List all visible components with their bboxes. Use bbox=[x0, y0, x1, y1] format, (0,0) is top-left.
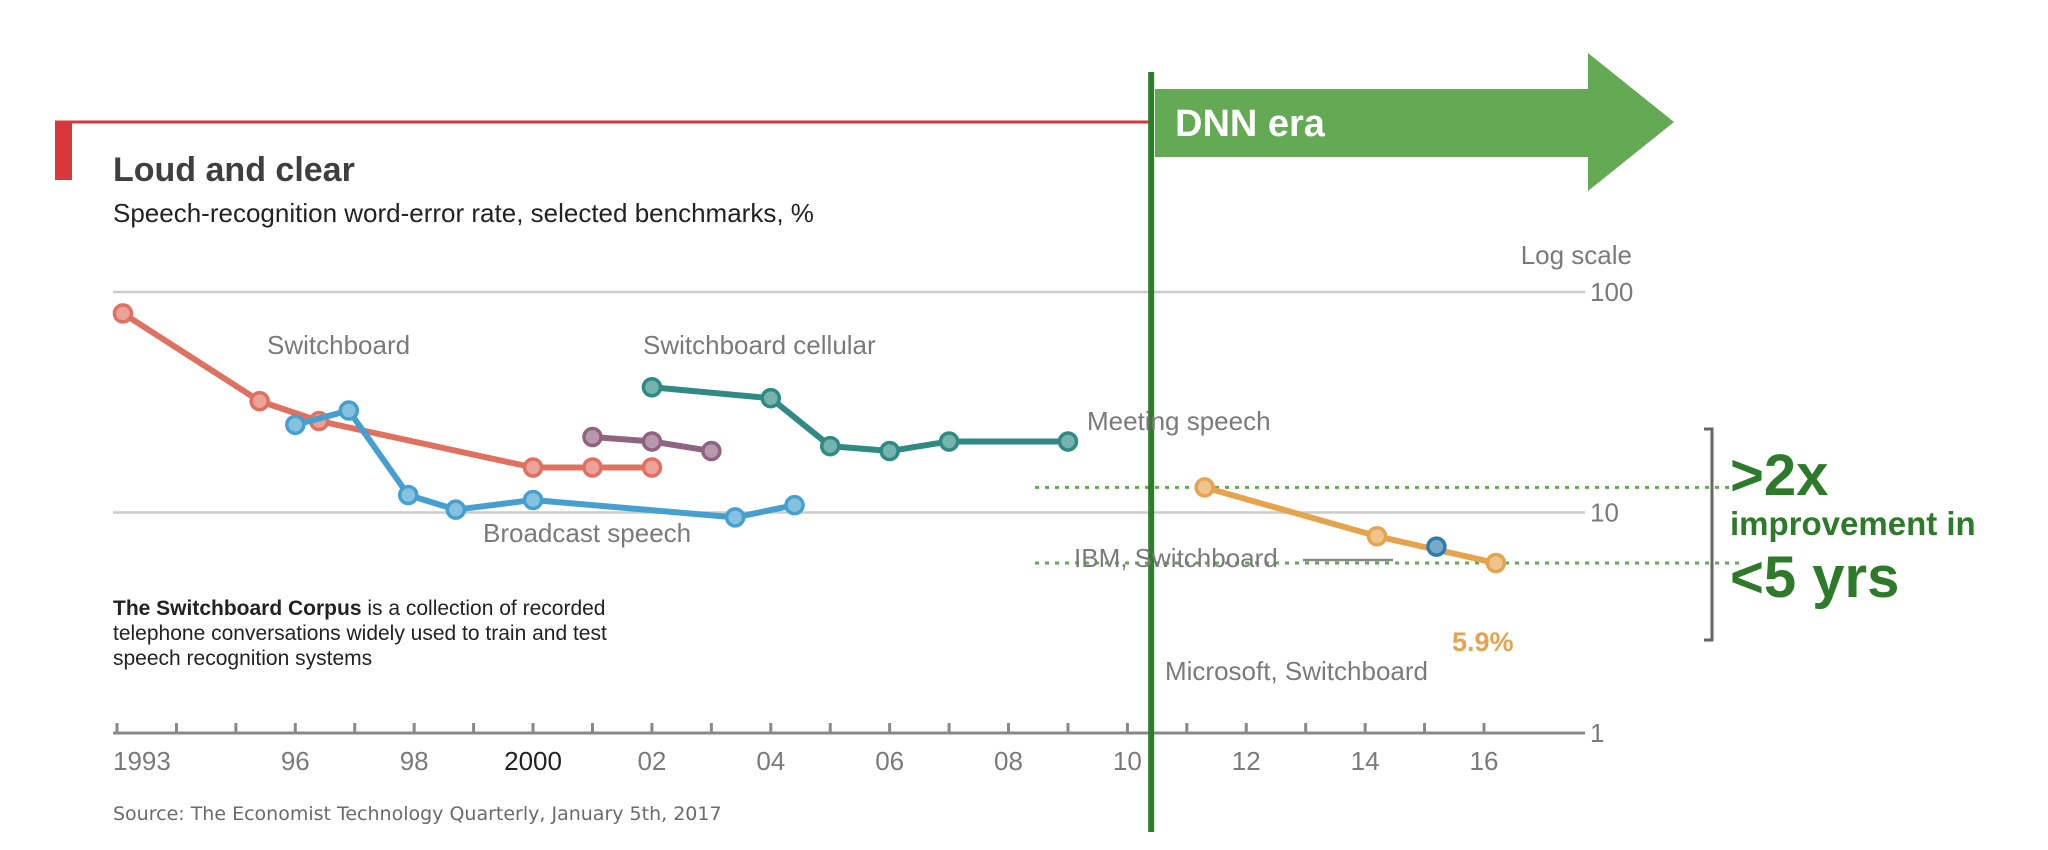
series-broadcast-speech-point-4 bbox=[522, 489, 544, 511]
series-broadcast-speech-point-0 bbox=[285, 414, 306, 436]
improvement-bracket bbox=[1704, 427, 1714, 642]
series-broadcast-speech-line bbox=[294, 407, 796, 521]
x-tick-label-98: 98 bbox=[400, 746, 429, 776]
series-unlabeled-2-point-2 bbox=[701, 440, 722, 462]
final-value-label: 5.9% bbox=[1452, 627, 1514, 657]
y-tick-label-1: 1 bbox=[1590, 718, 1604, 748]
series-label-microsoft: Microsoft, Switchboard bbox=[1165, 656, 1428, 686]
x-tick-label-12: 12 bbox=[1232, 746, 1261, 776]
corpus-note-line-1: The Switchboard Corpus is a collection o… bbox=[113, 597, 605, 620]
series-switchboard-cellular-point-5 bbox=[1057, 431, 1079, 452]
dnn-era-arrow bbox=[1155, 53, 1674, 191]
series-microsoft-switchboard-point-2 bbox=[1485, 552, 1507, 574]
source-note: Source: The Economist Technology Quarter… bbox=[113, 803, 722, 825]
chart-title: Loud and clear bbox=[113, 151, 355, 189]
series-label-switchboard: Switchboard bbox=[267, 330, 410, 360]
series-microsoft-switchboard-point-0 bbox=[1194, 477, 1215, 498]
reference-lines bbox=[1035, 485, 1745, 565]
corpus-note-rest: is a collection of recorded bbox=[362, 597, 606, 620]
series-switchboard-point-0 bbox=[112, 303, 134, 324]
series-label-switchboard-cellular: Switchboard cellular bbox=[643, 330, 876, 360]
series-switchboard-point-5 bbox=[641, 457, 663, 478]
x-tick-label-96: 96 bbox=[281, 746, 310, 776]
x-tick-label-10: 10 bbox=[1113, 746, 1142, 776]
series-label-meeting-speech: Meeting speech bbox=[1087, 406, 1271, 436]
series-microsoft-switchboard-point-1 bbox=[1366, 526, 1388, 547]
y-tick-label-100: 100 bbox=[1590, 277, 1633, 307]
series-broadcast-speech-point-5 bbox=[724, 507, 746, 528]
series-ibm-switchboard-point-0 bbox=[1426, 536, 1447, 557]
series-layer bbox=[112, 303, 1507, 574]
series-switchboard-cellular-point-0 bbox=[641, 376, 663, 398]
x-tick-label-02: 02 bbox=[637, 746, 666, 776]
series-broadcast-speech-point-1 bbox=[338, 400, 360, 421]
corpus-note-bold: The Switchboard Corpus bbox=[113, 597, 362, 620]
improvement-factor: >2x bbox=[1730, 443, 1828, 508]
x-axis: 1993 96 98 2000 02 04 06 08 10 12 14 16 bbox=[113, 723, 1585, 776]
series-switchboard-cellular-point-1 bbox=[760, 387, 782, 409]
series-switchboard-point-1 bbox=[249, 390, 270, 412]
series-switchboard-cellular-point-4 bbox=[938, 431, 960, 452]
x-tick-label-2000: 2000 bbox=[504, 746, 562, 776]
header-accent-bar bbox=[55, 122, 72, 180]
x-tick-label-14: 14 bbox=[1351, 746, 1380, 776]
x-tick-label-08: 08 bbox=[994, 746, 1023, 776]
series-label-broadcast-speech: Broadcast speech bbox=[483, 518, 691, 548]
series-unlabeled-2-point-1 bbox=[641, 431, 663, 452]
series-broadcast-speech-point-6 bbox=[784, 494, 805, 516]
x-tick-label-1993: 1993 bbox=[113, 746, 171, 776]
corpus-note-line-2: telephone conversations widely used to t… bbox=[113, 622, 607, 645]
corpus-note-line-3: speech recognition systems bbox=[113, 647, 372, 670]
series-switchboard-point-4 bbox=[582, 457, 603, 478]
improvement-caption: improvement in bbox=[1730, 505, 1976, 542]
series-switchboard-cellular-point-2 bbox=[819, 435, 841, 457]
series-switchboard-cellular-point-3 bbox=[879, 440, 900, 462]
x-tick-label-04: 04 bbox=[756, 746, 785, 776]
series-broadcast-speech-point-2 bbox=[397, 484, 419, 506]
chart-subtitle: Speech-recognition word-error rate, sele… bbox=[113, 198, 814, 228]
dnn-era-label: DNN era bbox=[1175, 103, 1326, 145]
grid-layer: 100 10 1 bbox=[113, 277, 1633, 748]
improvement-years: <5 yrs bbox=[1730, 545, 1899, 610]
series-unlabeled-2-point-0 bbox=[582, 426, 603, 448]
series-broadcast-speech-point-3 bbox=[445, 499, 467, 520]
y-tick-label-10: 10 bbox=[1590, 498, 1619, 528]
series-label-ibm: IBM, Switchboard bbox=[1074, 543, 1278, 573]
x-tick-label-06: 06 bbox=[875, 746, 904, 776]
log-scale-note: Log scale bbox=[1521, 240, 1632, 270]
series-switchboard-cellular-line bbox=[651, 384, 1068, 455]
x-tick-label-16: 16 bbox=[1470, 746, 1499, 776]
series-switchboard-point-3 bbox=[522, 457, 544, 478]
